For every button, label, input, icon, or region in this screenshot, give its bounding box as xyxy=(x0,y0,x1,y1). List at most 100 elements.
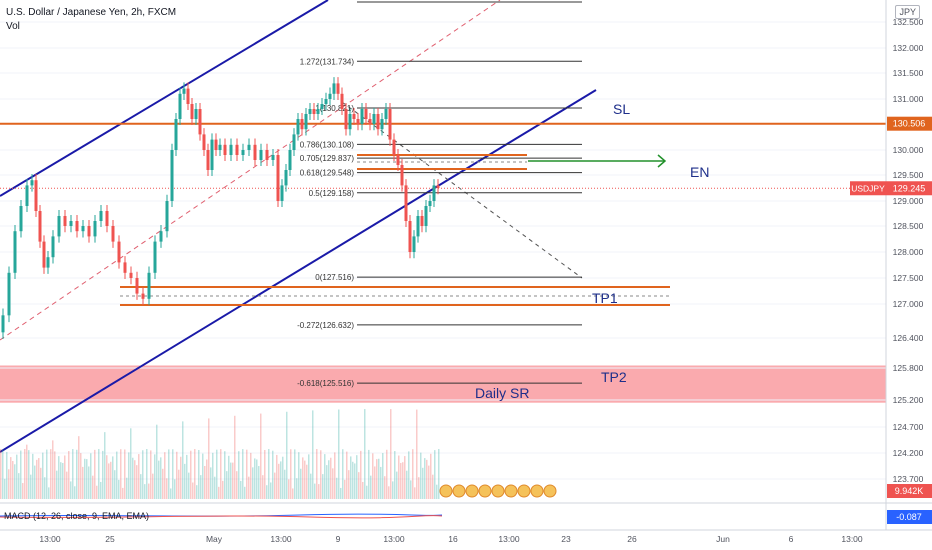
volume-bar xyxy=(202,453,204,499)
candle-body xyxy=(38,211,42,242)
volume-bar xyxy=(52,440,54,499)
volume-bar xyxy=(188,472,190,499)
volume-bar xyxy=(318,484,320,499)
y-axis-tick-label: 124.200 xyxy=(893,448,924,458)
volume-bar xyxy=(90,453,92,499)
entry-arrow-head xyxy=(657,154,667,168)
volume-bar xyxy=(66,471,68,499)
volume-bar xyxy=(406,470,408,499)
event-icon xyxy=(452,484,466,498)
volume-bar xyxy=(112,456,114,499)
x-axis-tick-label: 13:00 xyxy=(270,534,292,544)
volume-bar xyxy=(284,469,286,499)
candle-body xyxy=(87,226,91,237)
volume-bar xyxy=(300,468,302,499)
y-axis-tick-label: 130.000 xyxy=(893,145,924,155)
volume-bar xyxy=(0,449,2,499)
symbol-tag xyxy=(850,181,887,196)
candle-body xyxy=(105,211,109,226)
y-axis-tick-label: 132.000 xyxy=(893,43,924,53)
x-axis-tick-label: 26 xyxy=(627,534,637,544)
volume-bar xyxy=(116,451,118,499)
volume-bar xyxy=(330,457,332,499)
volume-bar xyxy=(2,449,4,499)
volume-bar xyxy=(276,454,278,499)
channel-mid-dashed xyxy=(0,0,501,341)
candle-body xyxy=(178,93,182,119)
candle-body xyxy=(194,109,198,119)
candle-body xyxy=(46,257,50,268)
volume-bar xyxy=(68,451,70,499)
y-axis-tick-label: 128.500 xyxy=(893,221,924,231)
candle-body xyxy=(265,150,269,160)
volume-bar xyxy=(338,409,340,499)
volume-bar xyxy=(414,487,416,499)
candle-body xyxy=(412,236,416,252)
volume-bar xyxy=(80,453,82,499)
volume-bar xyxy=(30,474,32,499)
candle-body xyxy=(352,114,356,119)
chart-header: U.S. Dollar / Japanese Yen, 2h, FXCM Vol xyxy=(6,6,176,34)
candle-body xyxy=(332,83,336,94)
event-icon xyxy=(543,484,557,498)
volume-bar xyxy=(88,466,90,499)
volume-bar xyxy=(234,415,236,499)
x-axis-tick-label: 23 xyxy=(561,534,571,544)
channel-upper-line xyxy=(0,0,329,197)
volume-bar xyxy=(134,460,136,499)
x-axis-tick-label: 9 xyxy=(336,534,341,544)
volume-bar xyxy=(204,466,206,499)
macd-tag-label: -0.087 xyxy=(896,512,922,522)
volume-bar xyxy=(360,450,362,499)
candle-body xyxy=(81,226,85,232)
volume-bar xyxy=(164,452,166,499)
volume-bar xyxy=(394,451,396,499)
volume-bar xyxy=(154,454,156,499)
volume-bar xyxy=(76,449,78,499)
volume-bar xyxy=(146,449,148,499)
volume-bar xyxy=(260,413,262,499)
fib-level-label: 0.618(129.548) xyxy=(300,169,355,178)
volume-bar xyxy=(218,486,220,499)
volume-bar xyxy=(308,454,310,499)
currency-badge[interactable]: JPY xyxy=(895,5,920,19)
candle-body xyxy=(271,155,275,160)
volume-bar xyxy=(326,465,328,499)
volume-bar xyxy=(352,461,354,499)
candle-body xyxy=(42,241,46,268)
volume-bar xyxy=(366,485,368,499)
candle-body xyxy=(344,109,348,130)
volume-bar xyxy=(298,452,300,499)
volume-bar xyxy=(404,456,406,499)
chart-title: U.S. Dollar / Japanese Yen, 2h, FXCM xyxy=(6,7,177,18)
volume-bar xyxy=(10,457,12,499)
x-axis-tick-label: 16 xyxy=(448,534,458,544)
volume-bar xyxy=(306,464,308,499)
candle-body xyxy=(186,88,190,104)
volume-bar xyxy=(162,468,164,499)
y-axis-tick-label: 125.800 xyxy=(893,363,924,373)
macd-tag xyxy=(887,510,932,524)
volume-bar xyxy=(230,462,232,499)
current-price-tag-label: 129.245 xyxy=(893,183,926,193)
candle-body xyxy=(328,93,332,99)
candle-body xyxy=(356,119,360,124)
volume-bar xyxy=(346,451,348,499)
volume-bar xyxy=(190,450,192,499)
volume-bar xyxy=(314,483,316,499)
daily-sr-zone xyxy=(0,365,886,403)
volume-bar xyxy=(20,450,22,499)
event-icon xyxy=(491,484,505,498)
volume-bar xyxy=(94,449,96,499)
event-icon xyxy=(465,484,479,498)
volume-bar xyxy=(100,481,102,499)
volume-bar xyxy=(274,472,276,499)
volume-bar xyxy=(310,473,312,499)
candle-body xyxy=(206,150,210,170)
candle-body xyxy=(424,206,428,226)
candle-body xyxy=(420,216,424,226)
volume-bar xyxy=(136,465,138,499)
volume-bar xyxy=(344,479,346,499)
